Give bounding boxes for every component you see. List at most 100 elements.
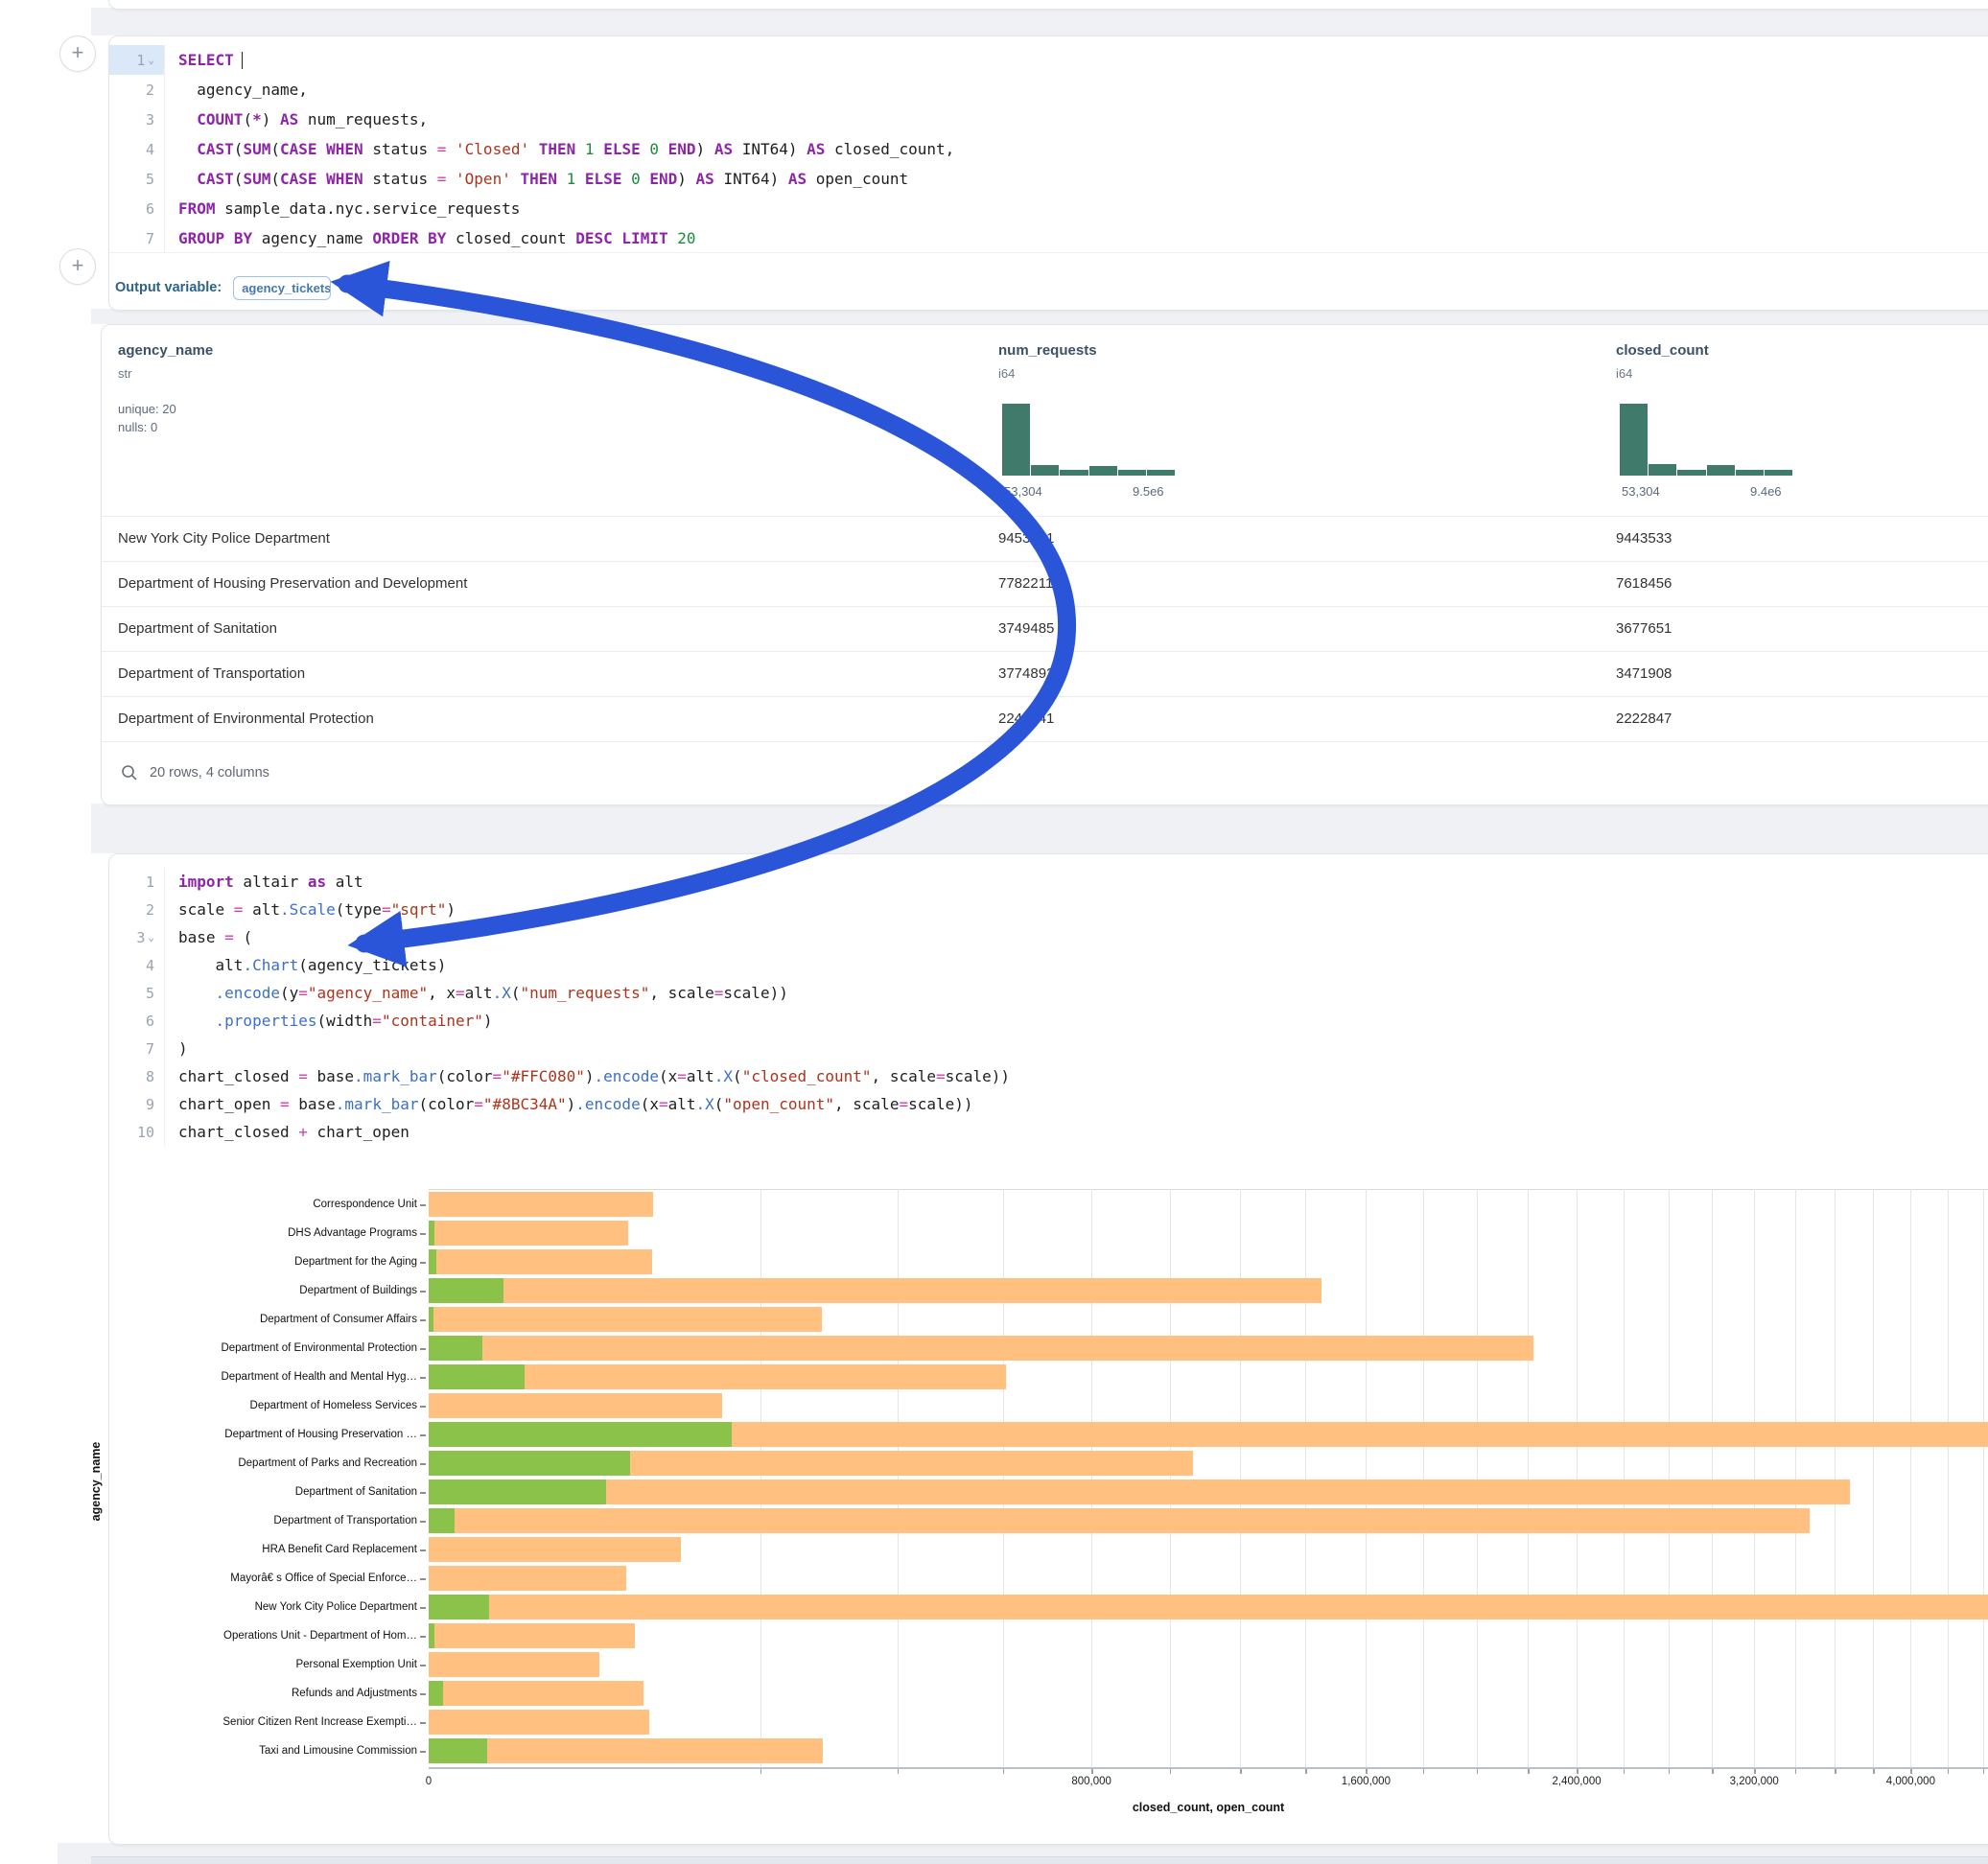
histogram-bar (1620, 404, 1649, 476)
x-axis-tick (1873, 1769, 1875, 1774)
table-cell: 3774892 (998, 665, 1055, 682)
bar-open (429, 1336, 482, 1361)
table-cell: 3749485 (998, 620, 1055, 637)
code-text: CAST(SUM(CASE WHEN status = 'Open' THEN … (197, 170, 909, 188)
code-text: base = ( (178, 928, 253, 946)
gap-band-mid2 (91, 804, 1988, 853)
sql-code-editor[interactable]: 1 ⌄ SELECT 2 agency_name, 3 COUNT(*) AS num_… (109, 36, 1988, 253)
histogram-bar (1677, 470, 1706, 476)
code-line: 6 .properties(width="container") (109, 1007, 1988, 1035)
bar-closed (429, 1278, 1322, 1303)
add-cell-button[interactable]: + (59, 248, 96, 285)
code-text: ) (178, 1039, 188, 1058)
line-number: 5 (109, 164, 165, 194)
x-axis-tick (1712, 1769, 1714, 1774)
gridline (1754, 1189, 1756, 1767)
result-table-card: agency_name str unique: 20 nulls: 0 num_requ… (101, 324, 1988, 805)
x-axis-tick (1476, 1769, 1479, 1774)
collapse-chevron-icon[interactable]: ⌄ (148, 54, 154, 66)
y-axis-tick (420, 1665, 426, 1666)
chart-top-border (429, 1189, 1988, 1190)
line-number: 4 (109, 951, 165, 979)
code-line: 1 import altair as alt (109, 868, 1988, 896)
y-axis-label: Personal Exemption Unit (295, 1659, 417, 1670)
column-name: closed_count (1616, 342, 1709, 359)
line-number: 1 ⌄ (109, 45, 165, 75)
code-line: 2 scale = alt.Scale(type="sqrt") (109, 896, 1988, 923)
bar-closed (429, 1710, 649, 1735)
collapse-chevron-icon[interactable]: ⌄ (148, 931, 154, 944)
bar-closed (429, 1249, 653, 1274)
table-cell: 9453131 (998, 530, 1055, 547)
bar-closed (429, 1537, 682, 1562)
code-text: chart_closed = base.mark_bar(color="#FFC… (178, 1067, 1011, 1085)
y-axis-label: Department of Sanitation (294, 1486, 417, 1498)
y-axis-tick (420, 1262, 426, 1264)
gridline (1794, 1189, 1796, 1767)
x-axis-tick-label: 3,200,000 (1729, 1776, 1779, 1787)
column-header: closed_count i64 (1616, 342, 1709, 381)
line-number: 2 (109, 75, 165, 105)
code-text: chart_open = base.mark_bar(color="#8BC34… (178, 1095, 973, 1113)
output-variable-row: Output variable: agency_tickets (115, 267, 332, 309)
code-text: chart_closed + chart_open (178, 1123, 409, 1141)
table-cell: 2222847 (1616, 711, 1672, 727)
y-axis-tick (420, 1319, 426, 1321)
y-axis-label: Senior Citizen Rent Increase Exempti… (222, 1716, 417, 1728)
line-number: 9 (109, 1090, 165, 1118)
table-cell: Department of Environmental Protection (118, 711, 374, 727)
code-text: alt.Chart(agency_tickets) (178, 956, 447, 974)
x-axis-tick-label: 4,000,000 (1885, 1776, 1935, 1787)
y-axis-label: Department of Consumer Affairs (259, 1314, 417, 1325)
x-axis-tick (1091, 1769, 1093, 1774)
y-axis-tick (420, 1377, 426, 1379)
bar-open (429, 1508, 455, 1533)
gridline (760, 1189, 761, 1767)
histogram-bar (1031, 464, 1060, 476)
line-number: 6 (109, 1007, 165, 1035)
code-text: CAST(SUM(CASE WHEN status = 'Closed' THE… (197, 140, 955, 158)
x-axis-tick (1577, 1769, 1579, 1774)
x-axis-tick (1982, 1769, 1985, 1774)
x-axis-tick-label: 0 (425, 1776, 433, 1787)
y-axis-label: Operations Unit - Department of Hom… (223, 1630, 417, 1642)
y-axis-label: Mayorâ€ s Office of Special Enforce… (230, 1573, 417, 1584)
output-variable-label: Output variable: (115, 280, 222, 295)
x-axis-line (429, 1767, 1988, 1769)
gridline (1712, 1189, 1714, 1767)
y-axis-label: Correspondence Unit (313, 1199, 417, 1210)
histogram-min-label: 53,304 (1004, 484, 1042, 499)
bar-closed (429, 1393, 723, 1418)
code-text: FROM sample_data.nyc.service_requests (178, 199, 521, 218)
table-cell: 9443533 (1616, 530, 1672, 547)
bar-open (429, 1364, 525, 1389)
bar-closed (429, 1566, 627, 1591)
bar-open (429, 1595, 489, 1619)
search-icon[interactable] (121, 764, 138, 781)
x-axis-tick (1835, 1769, 1836, 1774)
python-code-editor[interactable]: 1 import altair as alt 2 scale = alt.Scale(… (109, 854, 1988, 1146)
histogram-bar (1088, 466, 1117, 476)
y-axis-tick (420, 1463, 426, 1465)
bar-closed (429, 1364, 1006, 1389)
gridline (1091, 1189, 1093, 1767)
table-cell: Department of Sanitation (118, 620, 277, 637)
table-footer-text: 20 rows, 4 columns (150, 765, 269, 781)
y-axis-label: Refunds and Adjustments (291, 1688, 417, 1699)
y-axis-label: Department of Parks and Recreation (238, 1457, 417, 1469)
line-number: 4 (109, 134, 165, 164)
output-variable-pill[interactable]: agency_tickets (233, 275, 332, 300)
bar-closed (429, 1652, 600, 1677)
x-axis-tick (1794, 1769, 1797, 1774)
code-line: 10 chart_closed + chart_open (109, 1118, 1988, 1146)
y-axis-tick (420, 1693, 426, 1695)
code-line: 6 FROM sample_data.nyc.service_requests (109, 194, 1988, 223)
histogram-bar (1764, 470, 1793, 476)
table-cell: 3471908 (1616, 665, 1672, 682)
add-cell-button[interactable]: + (59, 35, 96, 72)
y-axis-tick (420, 1291, 426, 1293)
gridline (1873, 1189, 1875, 1767)
x-axis-tick (897, 1769, 900, 1774)
column-name: agency_name (118, 342, 214, 359)
x-axis-tick (1754, 1769, 1756, 1774)
